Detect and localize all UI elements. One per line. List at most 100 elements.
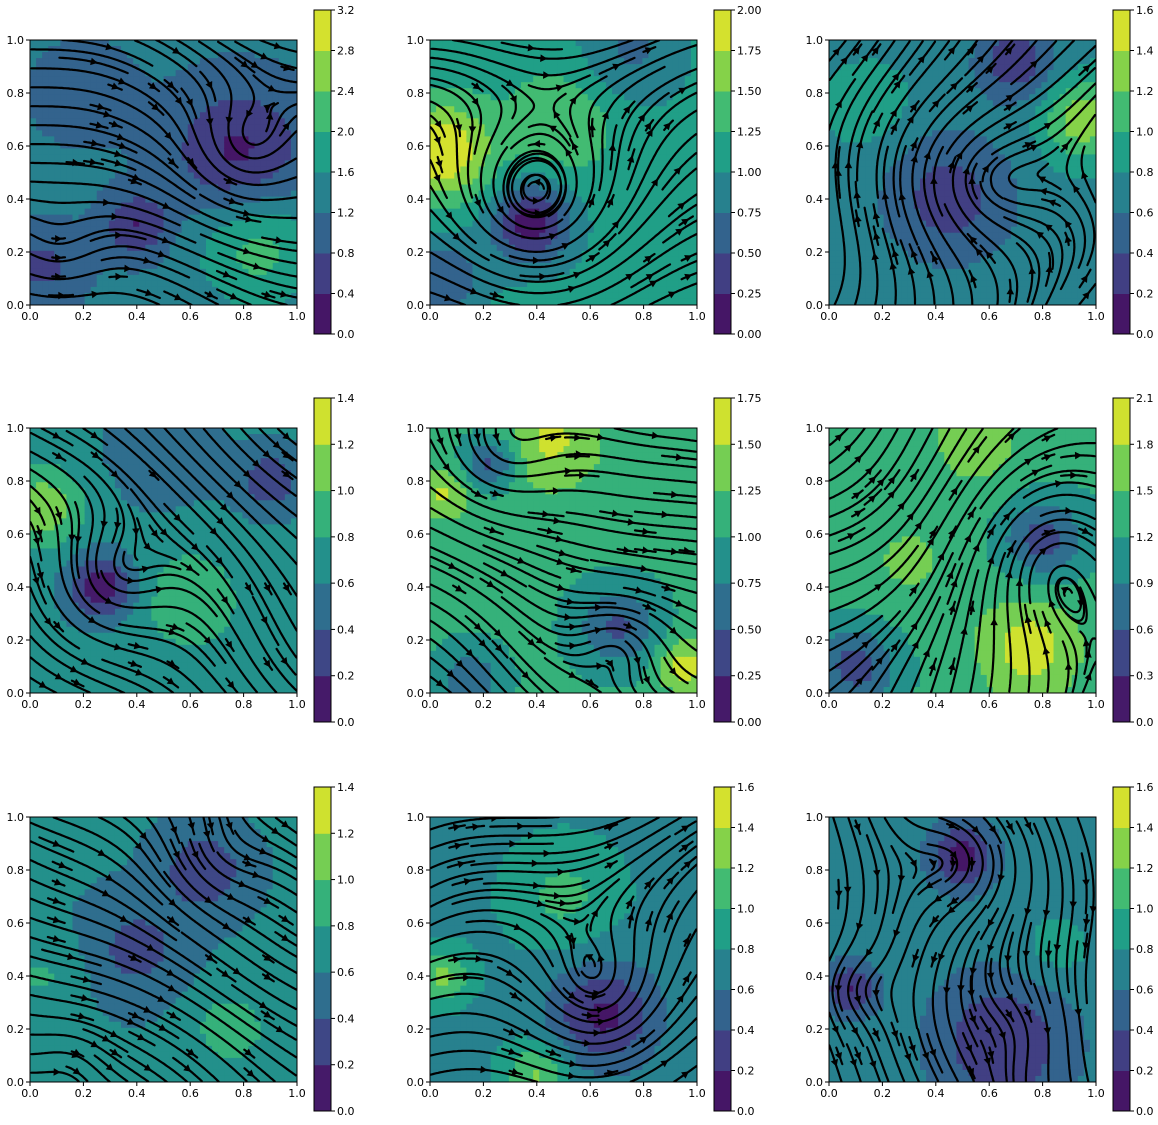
streamline-arrow [454, 124, 463, 132]
streamline-arrow [678, 87, 687, 95]
streamline-arrow [261, 835, 270, 842]
streamline-arrow [275, 236, 283, 244]
streamline-arrow [539, 272, 547, 281]
streamline-arrow [853, 995, 862, 1004]
streamline-arrow [861, 54, 869, 62]
streamline-arrow [644, 122, 652, 131]
streamline-arrow [113, 643, 122, 651]
axes-frame [828, 39, 1097, 306]
subplot-7: 0.0 0.2 0.4 0.6 0.8 1.00.00.20.40.60.81.00.00… [7, 781, 355, 1118]
streamline-arrow [930, 956, 939, 964]
streamline-arrow [972, 543, 980, 552]
streamline-arrow [469, 287, 478, 295]
streamline-arrow [1006, 287, 1015, 295]
streamline-arrow [950, 487, 958, 496]
streamline-arrow [642, 546, 650, 554]
colorbar-tick-label: 0.8 [1136, 943, 1154, 956]
streamline-arrow [910, 155, 918, 163]
x-tick-label: 0.4 [528, 1087, 546, 1100]
streamline-arrow [53, 621, 61, 630]
streamline-arrow [1029, 60, 1038, 69]
y-tick-label: 0.4 [7, 970, 25, 983]
y-tick-label: 0.2 [806, 246, 824, 259]
streamline-arrow [220, 596, 228, 604]
streamline-arrow [534, 209, 542, 217]
streamline-arrow [986, 527, 994, 536]
streamline-arrow [468, 126, 477, 134]
y-tick-label: 0.4 [7, 193, 25, 206]
x-tick-label: 0.4 [528, 310, 546, 323]
streamline-arrow [868, 476, 876, 484]
streamline-arrow [852, 492, 861, 500]
streamline-arrow [52, 935, 61, 943]
streamline-arrow [95, 121, 104, 129]
colorbar-level [714, 629, 731, 677]
streamline-arrow [523, 1028, 532, 1036]
y-tick-label: 0.4 [7, 581, 25, 594]
streamline-arrow [1024, 142, 1033, 149]
colorbar-frame [313, 397, 332, 723]
subplot-8: 0.0 0.2 0.4 0.6 0.8 1.00.00.20.40.60.81.00.00… [407, 781, 755, 1118]
streamline-arrow [209, 527, 218, 536]
streamline-arrow [474, 490, 483, 497]
streamline-arrow [1015, 579, 1024, 587]
streamline-arrow [909, 103, 917, 112]
x-tick-label: 0.8 [235, 698, 253, 711]
colorbar: 0.0 0.2 0.4 0.6 0.8 1.0 1.2 1.4 [313, 392, 355, 729]
streamline-arrow [68, 534, 76, 542]
streamline-arrow [222, 270, 231, 278]
colorbar-tick-label: 0.8 [337, 920, 355, 933]
x-tick-label: 0.0 [820, 698, 838, 711]
streamline-arrow [912, 954, 920, 963]
streamline-arrow [146, 943, 155, 951]
streamline-arrow [571, 142, 579, 151]
streamline-arrow [110, 1030, 118, 1038]
streamline-arrow [914, 521, 922, 530]
streamline-arrow [985, 65, 994, 74]
streamline-arrow [473, 433, 481, 441]
streamline-arrow [579, 471, 587, 479]
colorbar-level [314, 172, 331, 213]
streamline-arrow [143, 542, 151, 551]
streamline-arrow [114, 159, 123, 167]
streamline-arrow [472, 823, 480, 831]
streamline-arrow [830, 1058, 838, 1067]
x-tick-label: 0.0 [21, 1087, 39, 1100]
streamline-arrow [226, 491, 234, 499]
colorbar-tick-label: 1.2 [1136, 862, 1154, 875]
colorbar-frame [1112, 397, 1131, 723]
streamline-arrow [500, 569, 509, 577]
x-tick-label: 0.2 [75, 1087, 93, 1100]
streamline-arrow [471, 97, 479, 106]
colorbar-level [1113, 1030, 1130, 1071]
streamline-arrow [1089, 906, 1096, 914]
colorbar-level [714, 583, 731, 630]
subplot-9: 0.0 0.2 0.4 0.6 0.8 1.00.00.20.40.60.81.00.00… [806, 781, 1154, 1118]
streamline-arrow [151, 103, 160, 111]
streamline-arrow [1081, 171, 1089, 179]
x-tick-label: 0.0 [421, 310, 439, 323]
streamline-arrow [553, 516, 561, 525]
streamline-arrow [922, 649, 930, 658]
streamline-arrow [597, 954, 605, 962]
streamline-arrow [1042, 909, 1051, 918]
y-tick-label: 0.4 [407, 581, 425, 594]
colorbar-tick-label: 1.4 [1136, 45, 1154, 58]
streamline-arrow [263, 290, 272, 299]
streamline-arrow [228, 197, 237, 205]
streamline-arrow [225, 640, 233, 649]
streamline-arrow [568, 671, 577, 678]
streamline-arrow [567, 285, 576, 293]
x-tick-label: 0.2 [475, 310, 493, 323]
streamline-arrow [893, 929, 901, 938]
colorbar-level [714, 50, 731, 92]
streamline-arrow [505, 79, 514, 86]
subplot-3: 0.0 0.2 0.4 0.6 0.8 1.00.00.20.40.60.81.00.00… [806, 4, 1154, 341]
streamline-arrow [644, 255, 653, 263]
streamline-arrow [909, 859, 917, 868]
streamline-arrow [52, 896, 61, 904]
streamline-arrow [250, 61, 259, 68]
colorbar-level [1113, 536, 1130, 584]
streamline-arrow [981, 165, 989, 173]
x-tick-label: 0.2 [874, 698, 892, 711]
